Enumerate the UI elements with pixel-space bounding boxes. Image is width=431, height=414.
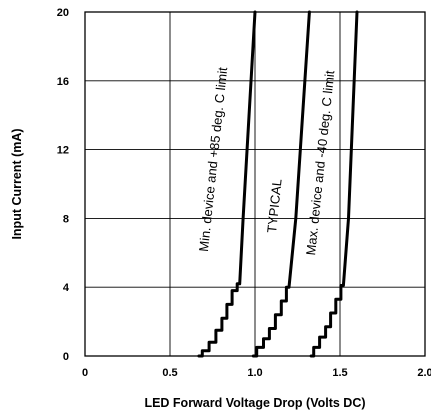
x-axis-title: LED Forward Voltage Drop (Volts DC) [144, 396, 365, 410]
y-tick-labels: 0 4 8 12 16 20 [57, 7, 70, 363]
series-label-2: TYPICAL [264, 178, 285, 233]
series-label-1: Min. device and +85 deg. C limit [196, 66, 230, 252]
y-tick-label: 12 [57, 145, 69, 157]
grid-lines [85, 12, 425, 356]
y-tick-label: 20 [57, 7, 69, 19]
y-tick-label: 8 [63, 213, 69, 225]
y-tick-label: 16 [57, 76, 69, 88]
x-tick-label: 2.0 [417, 367, 431, 379]
series-line-3 [309, 10, 359, 358]
x-tick-label: 1.5 [332, 367, 347, 379]
series-label-3: Max. device and -40 deg. C limit [303, 69, 337, 256]
series-line-2 [251, 10, 311, 358]
y-tick-label: 0 [63, 351, 69, 363]
data-series [197, 10, 359, 358]
series-labels: Min. device and +85 deg. C limit TYPICAL M… [196, 66, 337, 256]
series-line-1 [197, 10, 257, 358]
x-tick-label: 0.5 [162, 367, 177, 379]
y-axis-title: Input Current (mA) [10, 128, 24, 239]
y-tick-label: 4 [63, 282, 70, 294]
x-tick-label: 0 [82, 367, 88, 379]
x-tick-labels: 0 0.5 1.0 1.5 2.0 [82, 367, 431, 379]
x-tick-label: 1.0 [247, 367, 262, 379]
